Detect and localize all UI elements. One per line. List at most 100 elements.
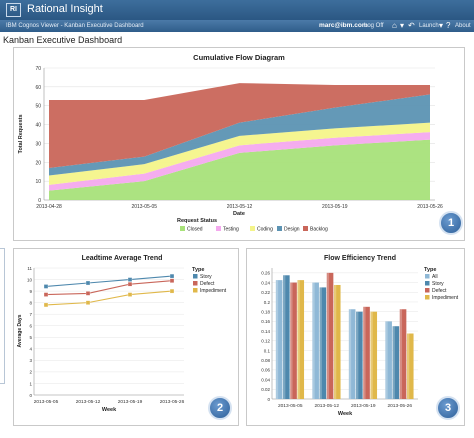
bar-highlight	[312, 282, 315, 399]
help-icon[interactable]: ?	[446, 21, 451, 30]
legend-label-closed: Closed	[187, 227, 203, 233]
y-tick-label: 5	[29, 335, 32, 340]
bar-highlight	[363, 306, 366, 399]
bar-highlight	[385, 321, 388, 399]
launch-menu[interactable]: Launch	[419, 23, 439, 29]
x-tick-label: 2013-05-05	[131, 204, 157, 210]
y-tick-label: 0.16	[261, 319, 270, 324]
legend-label-story: Story	[200, 274, 212, 280]
legend-label-backlog: Backlog	[310, 227, 328, 233]
bar-highlight	[297, 280, 300, 399]
legend-swatch-defect	[425, 288, 430, 293]
flow-efficiency-panel: Flow Efficiency Trend 0 0.02 0.04 0.06 0.08 0.…	[246, 248, 465, 426]
data-point-defect	[127, 282, 133, 287]
legend-title: Type	[424, 267, 436, 273]
bar-highlight	[333, 284, 337, 399]
arrow-left-icon[interactable]: ↶	[408, 21, 415, 30]
bar-defect	[363, 306, 370, 399]
panel-number-badge: 2	[208, 396, 232, 420]
y-tick-label: 0.12	[261, 339, 270, 344]
flow-efficiency-bar-chart: Flow Efficiency Trend 0 0.02 0.04 0.06 0.08 0.…	[261, 255, 458, 417]
y-tick-label: 0	[29, 393, 32, 398]
bar-impediment	[406, 333, 414, 399]
x-tick-label: 2013-05-12	[76, 399, 101, 405]
bar-highlight	[290, 282, 293, 399]
legend-swatch-defect	[193, 281, 198, 286]
y-axis-label: Total Requests	[18, 114, 24, 153]
legend-label-all: All	[432, 274, 438, 280]
bar-highlight	[370, 311, 373, 399]
area-testing	[49, 132, 430, 191]
y-tick-label: 4	[29, 347, 32, 352]
y-tick-label: 0.1	[264, 348, 271, 353]
y-tick-label: 20	[35, 160, 41, 166]
x-tick-label: 2013-05-12	[227, 204, 253, 210]
x-tick-label: 2013-05-26	[417, 204, 443, 210]
area-closed	[49, 139, 430, 200]
data-point-defect	[85, 291, 91, 296]
x-tick-label: 2013-05-05	[278, 403, 303, 409]
y-tick-label: 6	[29, 324, 32, 329]
leadtime-panel: Leadtime Average Trend 0 1 2 3 4 5 6 7 8 9 10 11 2013…	[13, 248, 239, 426]
about-link[interactable]: About	[455, 23, 471, 29]
title-bar: RI Rational Insight	[0, 0, 474, 20]
y-tick-label: 3	[29, 358, 32, 363]
data-point-story	[127, 277, 133, 282]
y-tick-label: 11	[27, 266, 32, 271]
x-tick-label: 2013-05-26	[160, 399, 185, 405]
leadtime-line-chart: Leadtime Average Trend 0 1 2 3 4 5 6 7 8 9 10 11 2013…	[17, 255, 227, 413]
logoff-link[interactable]: Log Off	[364, 23, 384, 29]
page-title: Kanban Executive Dashboard	[3, 35, 123, 45]
chart-title: Leadtime Average Trend	[82, 255, 163, 262]
bar-all	[348, 309, 356, 399]
y-tick-label: 0.14	[261, 329, 270, 334]
user-name: marc@ibm.com	[319, 22, 368, 29]
bar-story	[283, 275, 290, 399]
x-tick-label: 2013-05-19	[118, 399, 143, 405]
data-point-impediment	[43, 302, 49, 308]
y-tick-label: 0.18	[261, 309, 270, 314]
cumulative-flow-chart: Cumulative Flow Diagram 0 10 20 30 40 50 60 70 20…	[18, 53, 443, 233]
legend-label-testing: Testing	[223, 227, 239, 233]
y-tick-label: 50	[35, 104, 41, 110]
bar-all	[385, 321, 392, 399]
legend-swatch-testing	[216, 226, 221, 231]
y-tick-label: 0	[267, 397, 270, 402]
data-point-story	[43, 284, 49, 289]
data-point-defect	[169, 278, 175, 283]
chevron-down-icon[interactable]: ▾	[400, 21, 405, 30]
y-tick-label: 10	[27, 277, 33, 282]
legend-swatch-coding	[250, 226, 255, 231]
x-axis-label: Week	[338, 411, 353, 417]
home-icon[interactable]: ⌂	[392, 21, 397, 30]
rational-insight-logo: RI	[6, 3, 21, 17]
bar-highlight	[399, 309, 403, 399]
bar-all	[275, 280, 283, 399]
bar-impediment	[297, 280, 305, 399]
sidebar-edge	[0, 248, 5, 384]
cfd-panel: Cumulative Flow Diagram 0 10 20 30 40 50 60 70 20…	[13, 47, 465, 241]
y-tick-label: 0	[38, 198, 41, 204]
y-tick-label: 0.02	[261, 387, 270, 392]
legend-label-impediment: Impediment	[200, 288, 227, 294]
y-tick-label: 0.26	[261, 271, 270, 276]
legend-title: Request Status	[177, 218, 217, 224]
data-point-story	[169, 273, 175, 279]
y-tick-label: 1	[29, 381, 32, 386]
bar-highlight	[275, 280, 279, 399]
viewer-toolbar: IBM Cognos Viewer - Kanban Executive Das…	[0, 20, 474, 32]
y-axis-label: Average Days	[17, 314, 23, 347]
bar-defect	[399, 309, 407, 399]
bar-defect	[290, 282, 297, 399]
y-tick-label: 0.08	[261, 358, 270, 363]
legend-label-coding: Coding	[257, 227, 273, 233]
legend-swatch-design	[277, 226, 282, 231]
y-tick-label: 30	[35, 141, 41, 147]
chart-title: Flow Efficiency Trend	[324, 255, 396, 262]
chevron-down-icon[interactable]: ▾	[439, 21, 444, 30]
bar-highlight	[283, 275, 286, 399]
legend-label-defect: Defect	[432, 288, 447, 294]
legend-swatch-story	[193, 274, 198, 279]
bar-highlight	[348, 309, 352, 399]
legend-swatch-all	[425, 274, 430, 279]
